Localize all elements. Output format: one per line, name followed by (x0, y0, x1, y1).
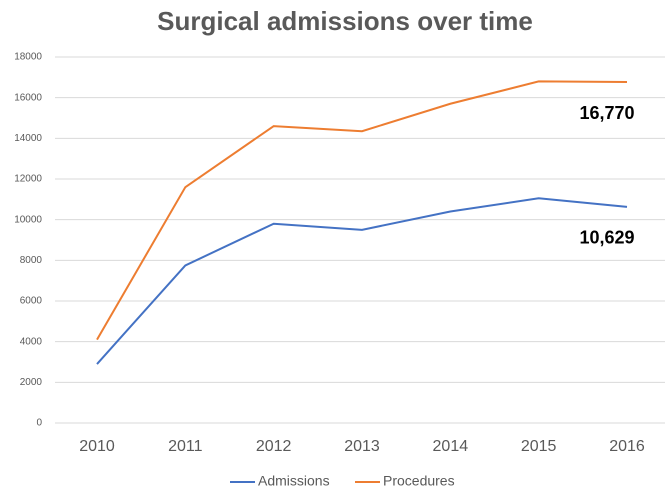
legend-label: Procedures (383, 473, 455, 489)
series-line (96, 197, 628, 365)
series-line (96, 80, 628, 341)
y-tick-label: 12000 (14, 174, 42, 185)
x-tick-label: 2016 (609, 438, 645, 455)
x-tick-label: 2010 (79, 438, 115, 455)
legend-label: Admissions (258, 473, 330, 489)
chart-title: Surgical admissions over time (157, 6, 533, 36)
data-label: 16,770 (579, 103, 634, 123)
x-tick-label: 2012 (256, 438, 292, 455)
y-tick-label: 6000 (20, 296, 43, 307)
y-tick-label: 14000 (14, 133, 42, 144)
y-tick-label: 8000 (20, 255, 43, 266)
x-tick-label: 2013 (344, 438, 380, 455)
x-tick-label: 2015 (521, 438, 557, 455)
x-tick-label: 2014 (433, 438, 469, 455)
y-tick-label: 10000 (14, 214, 42, 225)
y-tick-label: 2000 (20, 377, 43, 388)
x-tick-label: 2011 (168, 438, 203, 455)
y-tick-label: 16000 (14, 92, 42, 103)
y-tick-label: 18000 (14, 52, 42, 63)
data-label: 10,629 (579, 228, 634, 248)
y-tick-label: 0 (36, 418, 42, 429)
y-tick-label: 4000 (20, 336, 43, 347)
